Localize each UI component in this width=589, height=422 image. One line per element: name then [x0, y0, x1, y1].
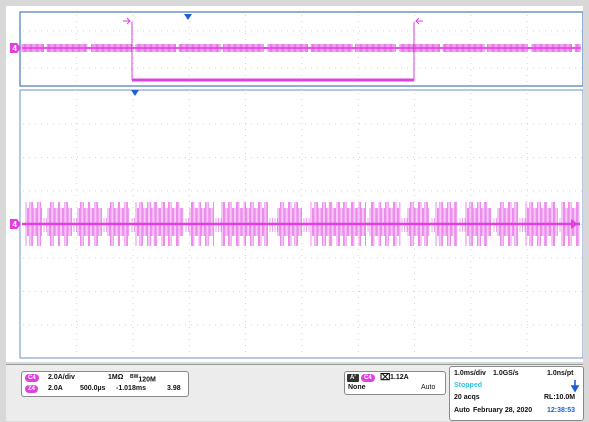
acquisition-state: Stopped — [454, 382, 482, 389]
acquisition-mode: Auto — [454, 407, 470, 414]
trigger-type: None — [348, 384, 366, 391]
status-bar: C4 2.0A/div 1MΩ BW120M Z4 2.0A 500.0µs -… — [6, 364, 584, 421]
channel-badge[interactable]: C4 — [25, 374, 39, 382]
bandwidth-value: 120M — [138, 376, 156, 384]
trigger-mode: Auto — [421, 384, 436, 391]
time-per-point: 1.0ns/pt — [547, 370, 574, 377]
trigger-level: 1.12A — [390, 374, 409, 381]
zoom-ratio: 3.98 — [167, 385, 181, 392]
trigger-position-marker-icon[interactable] — [184, 14, 192, 20]
acquisition-time: 12:38:53 — [547, 407, 576, 414]
acquisition-info-box[interactable]: 1.0ms/div 1.0GS/s 1.0ns/pt Stopped 20 ac… — [449, 366, 584, 421]
waveform-display[interactable]: 4 4 — [6, 6, 584, 362]
arrow-down-icon[interactable] — [571, 380, 579, 392]
zoom-left-arrow-icon — [123, 17, 131, 25]
overview-trace — [21, 44, 581, 52]
sample-rate: 1.0GS/s — [493, 370, 519, 377]
zoom-marker-label: 4 — [13, 220, 18, 229]
zoom-badge[interactable]: Z4 — [25, 385, 39, 393]
zoom-grid — [23, 93, 582, 358]
bandwidth-label-text: BW — [130, 374, 139, 380]
trigger-channel-badge[interactable]: C4 — [361, 374, 375, 382]
waveform-canvas[interactable]: 4 4 — [6, 6, 584, 362]
zoom-trigger-marker-icon[interactable] — [131, 90, 139, 96]
channel-info-box[interactable]: C4 2.0A/div 1MΩ BW120M Z4 2.0A 500.0µs -… — [21, 371, 189, 397]
zoom-scale: 2.0A — [48, 385, 63, 392]
trigger-a-badge[interactable]: A' — [347, 374, 359, 382]
bandwidth-label: BW120M — [130, 374, 156, 383]
channel-marker-label: 4 — [13, 44, 18, 53]
acquisition-date: February 28, 2020 — [473, 407, 533, 414]
channel-scale: 2.0A/div — [48, 374, 75, 381]
timebase: 1.0ms/div — [454, 370, 486, 377]
zoom-right-edge-arrow-icon — [571, 219, 578, 229]
zoom-time-per-div: 500.0µs — [80, 385, 106, 392]
channel-impedance: 1MΩ — [108, 374, 124, 381]
trigger-slope-icon: ⌧ — [380, 372, 391, 382]
acquisition-count: 20 acqs — [454, 394, 480, 401]
zoom-offset: -1.018ms — [116, 385, 146, 392]
zoom-right-arrow-icon — [415, 17, 423, 25]
zoom-trace — [22, 202, 580, 246]
trigger-info-box[interactable]: A' C4 ⌧ 1.12A None Auto — [344, 371, 446, 395]
channel-4-marker[interactable]: 4 — [10, 43, 21, 53]
zoom-4-marker[interactable]: 4 — [10, 219, 21, 229]
record-length: RL:10.0M — [544, 394, 576, 401]
